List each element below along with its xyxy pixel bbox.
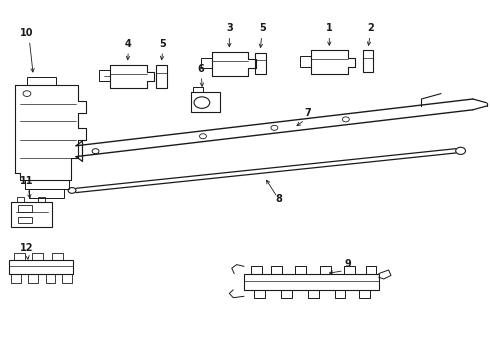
Bar: [363, 50, 373, 72]
Text: 4: 4: [125, 39, 132, 49]
Bar: [29, 189, 64, 198]
Bar: [9, 260, 73, 274]
Text: 6: 6: [197, 64, 204, 74]
Text: 1: 1: [326, 23, 333, 33]
Text: 11: 11: [20, 176, 34, 186]
Text: 7: 7: [304, 108, 311, 118]
Text: 5: 5: [259, 23, 266, 33]
Bar: [38, 197, 45, 202]
Bar: [255, 53, 266, 74]
Bar: [201, 58, 212, 68]
Text: 9: 9: [344, 259, 351, 269]
Bar: [18, 217, 32, 223]
Bar: [300, 56, 311, 67]
Text: 3: 3: [226, 23, 233, 33]
Bar: [244, 274, 379, 290]
Bar: [18, 205, 32, 212]
Text: 5: 5: [159, 39, 166, 49]
Bar: [17, 197, 24, 202]
Text: 8: 8: [276, 194, 283, 204]
Bar: [27, 77, 56, 85]
Bar: [24, 180, 69, 189]
Bar: [99, 70, 110, 81]
Bar: [11, 202, 52, 227]
Text: 10: 10: [20, 28, 34, 38]
Text: 12: 12: [20, 243, 34, 253]
Text: 2: 2: [367, 23, 374, 33]
Bar: [156, 65, 167, 88]
Bar: [191, 92, 220, 112]
